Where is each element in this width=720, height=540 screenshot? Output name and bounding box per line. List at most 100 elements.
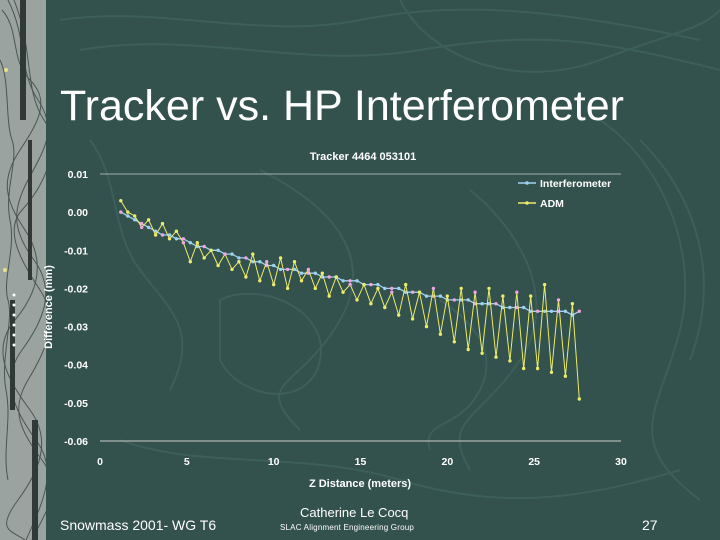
footer-event: Snowmass 2001- WG T6 — [60, 517, 217, 533]
point-adm — [306, 267, 311, 272]
point-adm — [362, 282, 366, 287]
point-interferometer — [535, 309, 540, 313]
point-adm — [153, 233, 158, 237]
point-adm — [146, 218, 151, 222]
y-tick-label: -0.05 — [64, 398, 88, 410]
point-adm — [174, 229, 179, 233]
legend-label-adm: ADM — [540, 198, 564, 210]
side-decoration — [0, 0, 46, 540]
point-adm — [445, 294, 449, 298]
point-adm — [285, 286, 290, 291]
point-interferometer — [299, 271, 304, 275]
legend: Interferometer ADM — [518, 178, 611, 210]
point-adm — [369, 302, 373, 306]
point-adm — [494, 355, 498, 359]
y-axis-label: Difference (mm) — [43, 265, 55, 349]
point-interferometer — [508, 305, 512, 310]
point-interferometer — [369, 282, 373, 287]
point-interferometer — [494, 302, 498, 306]
y-tick-label: -0.01 — [64, 245, 88, 257]
point-interferometer — [292, 267, 297, 272]
y-tick-label: -0.02 — [64, 283, 88, 295]
point-adm — [119, 199, 123, 203]
point-interferometer — [146, 225, 151, 230]
series-layer — [119, 199, 581, 401]
point-interferometer — [237, 256, 241, 260]
point-interferometer — [355, 279, 359, 283]
point-adm — [397, 313, 401, 317]
footer-author: Catherine Le Cocq — [300, 505, 409, 520]
point-adm — [244, 275, 248, 279]
point-interferometer — [244, 256, 248, 260]
legend-marker-interferometer — [525, 181, 529, 185]
point-interferometer — [348, 279, 352, 283]
legend-marker-adm — [525, 201, 529, 205]
point-interferometer — [140, 221, 144, 226]
point-interferometer — [438, 294, 443, 298]
x-tick-label: 30 — [615, 456, 627, 468]
point-interferometer — [390, 286, 394, 291]
point-interferometer — [563, 309, 568, 313]
point-interferometer — [466, 298, 470, 302]
point-interferometer — [424, 294, 429, 298]
point-adm — [515, 290, 519, 294]
series-line-adm — [120, 200, 580, 400]
footer-group: SLAC Alignment Engineering Group — [280, 523, 415, 532]
point-interferometer — [313, 271, 317, 275]
point-interferometer — [383, 286, 387, 291]
point-adm — [542, 282, 547, 287]
point-interferometer — [126, 214, 130, 218]
point-interferometer — [410, 290, 415, 294]
point-adm — [431, 286, 436, 291]
point-interferometer — [577, 309, 581, 313]
x-tick-label: 20 — [441, 456, 453, 468]
legend-label-interferometer: Interferometer — [540, 178, 611, 190]
point-adm — [424, 324, 429, 329]
point-adm — [313, 286, 317, 291]
point-adm — [404, 282, 408, 287]
point-adm — [376, 286, 380, 291]
x-tick-label: 25 — [528, 456, 540, 468]
point-adm — [126, 210, 130, 214]
point-interferometer — [341, 279, 345, 283]
point-interferometer — [542, 309, 547, 313]
x-tick-label: 15 — [355, 456, 367, 468]
point-interferometer — [487, 302, 491, 306]
point-adm — [459, 286, 463, 291]
point-adm — [438, 332, 443, 336]
point-adm — [341, 290, 345, 294]
point-interferometer — [258, 260, 262, 264]
y-tick-label: -0.04 — [64, 360, 88, 372]
point-adm — [230, 267, 234, 272]
point-interferometer — [285, 267, 290, 272]
point-adm — [535, 366, 540, 371]
point-adm — [181, 241, 186, 245]
point-adm — [529, 294, 533, 298]
point-adm — [160, 221, 165, 226]
point-interferometer — [160, 233, 165, 237]
point-interferometer — [216, 248, 220, 252]
point-interferometer — [522, 305, 526, 310]
point-adm — [278, 256, 283, 260]
series-line-interferometer — [120, 211, 580, 316]
point-adm — [188, 260, 192, 264]
point-adm — [216, 263, 220, 268]
point-adm — [355, 298, 359, 302]
point-adm — [209, 248, 213, 252]
y-tick-label: 0.00 — [68, 207, 89, 219]
point-adm — [258, 279, 262, 283]
point-adm — [556, 298, 561, 302]
point-adm — [133, 214, 137, 218]
point-interferometer — [202, 244, 206, 249]
point-interferometer — [549, 309, 554, 313]
point-interferometer — [230, 252, 234, 256]
point-adm — [327, 294, 331, 298]
point-adm — [466, 347, 470, 352]
point-adm — [334, 275, 338, 279]
chart-title: Tracker 4464 053101 — [310, 151, 416, 163]
x-tick-label: 0 — [97, 456, 103, 468]
point-adm — [487, 286, 491, 291]
x-axis-label: Z Distance (meters) — [309, 478, 411, 490]
point-interferometer — [181, 237, 186, 241]
